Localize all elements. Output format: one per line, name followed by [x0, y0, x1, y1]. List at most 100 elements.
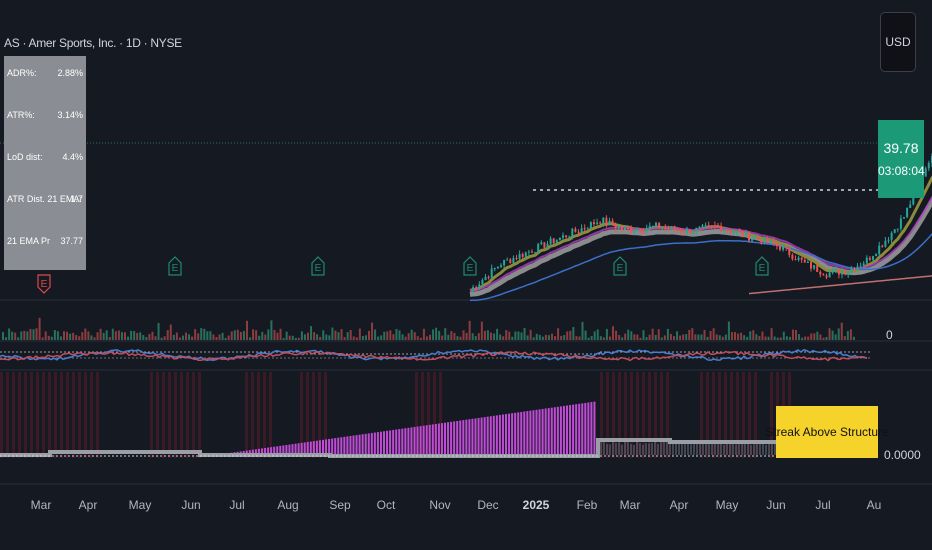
oscillator-streak-bar [511, 413, 514, 455]
oscillator-streak-bar [480, 417, 483, 455]
volume-bar [636, 334, 639, 340]
earnings-marker[interactable]: E [311, 256, 325, 276]
volume-bar [93, 337, 96, 340]
oscillator-neutral-bar [630, 444, 632, 455]
time-axis-label: Apr [669, 498, 689, 512]
candle-body [503, 259, 506, 266]
volume-bar [578, 336, 581, 340]
candle-body [658, 222, 661, 229]
oscillator-streak-bar [498, 414, 501, 455]
volume-bar [249, 337, 252, 340]
volume-bar [267, 329, 270, 340]
oscillator-streak-bar [334, 438, 337, 455]
candle-body [872, 256, 874, 260]
candle-body [524, 252, 527, 257]
oscillator-streak-bar [273, 446, 276, 455]
volume-bar [29, 328, 32, 340]
oscillator-streak-bar [434, 423, 437, 455]
volume-bar [26, 331, 29, 340]
candle-body [515, 258, 518, 260]
volume-bar [767, 336, 770, 340]
oscillator-neutral-bar [705, 443, 707, 455]
volume-bar [407, 333, 410, 340]
volume-bar [697, 334, 700, 340]
volume-bar [773, 336, 776, 340]
volume-bar [749, 331, 752, 340]
earnings-marker[interactable]: E [613, 256, 627, 276]
oscillator-neutral-bar [696, 442, 698, 455]
oscillator-streak-bar [465, 419, 468, 455]
earnings-marker[interactable]: E [168, 256, 182, 276]
volume-bar [724, 334, 727, 340]
candle-body [639, 229, 642, 232]
oscillator-zone-bar [648, 372, 651, 458]
volume-bar [294, 337, 297, 340]
earnings-marker-negative[interactable]: E [37, 274, 51, 294]
earnings-marker[interactable]: E [463, 256, 477, 276]
candle-body [518, 254, 521, 259]
volume-bar [538, 334, 541, 340]
candle-body [903, 216, 905, 219]
oscillator-neutral-bar [738, 442, 740, 455]
earnings-markers[interactable]: E E E E E E [37, 256, 769, 294]
oscillator-streak-bar [523, 411, 526, 455]
volume-bar [108, 337, 111, 340]
candle-body [754, 238, 757, 240]
candle-body [546, 243, 549, 248]
oscillator-streak-bar [572, 404, 575, 455]
earnings-marker-letter: E [172, 263, 179, 274]
candle-body [695, 227, 698, 233]
volume-bar [682, 334, 685, 340]
time-axis-label: Jul [229, 498, 245, 512]
volume-bar [727, 321, 730, 340]
currency-button[interactable]: USD [880, 12, 916, 72]
oscillator-neutral-bar [675, 441, 677, 455]
oscillator-zone-bar [180, 372, 183, 458]
volume-bar [215, 336, 218, 340]
candle-body [822, 274, 825, 276]
oscillator-neutral-bar [633, 444, 635, 455]
oscillator-zone-bar [90, 372, 93, 458]
candle-body [909, 204, 912, 208]
earnings-marker-shape [613, 256, 627, 276]
volume-bar [770, 328, 773, 340]
volume-bar [819, 334, 822, 340]
candle-body [741, 231, 744, 237]
oscillator-neutral-bar [768, 442, 770, 455]
time-axis-label: Au [866, 498, 882, 512]
oscillator-neutral-bar [762, 441, 764, 455]
volume-bar [14, 332, 17, 340]
candle-body [707, 225, 710, 227]
oscillator-zone-bar [174, 372, 177, 458]
oscillator-zone-bar [162, 372, 165, 458]
candle-body [552, 238, 555, 244]
volume-bar [340, 329, 343, 340]
candle-body [723, 230, 726, 232]
candle-body [506, 259, 509, 261]
oscillator-zone-bar [712, 372, 715, 458]
volume-bar [178, 337, 181, 340]
volume-bar [349, 329, 352, 340]
time-axis-label: May [128, 498, 152, 512]
earnings-marker[interactable]: E [755, 256, 769, 276]
oscillator-streak-bar [559, 406, 562, 455]
candle-body [726, 230, 729, 232]
volume-bar [849, 329, 852, 340]
oscillator-streak-bar [346, 436, 349, 455]
volume-bar [575, 336, 578, 340]
stats-row-ema-price: 21 EMA Pr 37.77 [7, 236, 83, 248]
oscillator-neutral-bar [732, 441, 734, 455]
volume-bar [32, 329, 35, 340]
volume-bar [758, 336, 761, 340]
candle-body [571, 228, 574, 237]
oscillator-neutral-bar [645, 443, 647, 455]
volume-bar [188, 334, 191, 340]
candle-body [543, 242, 546, 248]
volume-bar [795, 330, 797, 340]
volume-bar [395, 328, 398, 340]
candle-body [521, 254, 524, 257]
oscillator-neutral-bar [708, 441, 710, 455]
time-axis-label: Sep [329, 498, 351, 512]
volume-oscillator-blue [0, 348, 868, 362]
